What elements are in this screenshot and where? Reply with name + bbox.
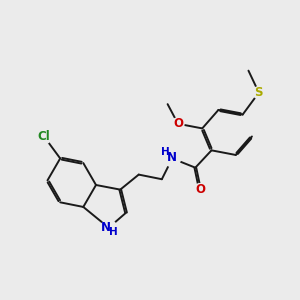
Text: Cl: Cl bbox=[38, 130, 50, 143]
Text: H: H bbox=[110, 227, 118, 237]
Circle shape bbox=[172, 118, 184, 130]
Circle shape bbox=[253, 87, 265, 99]
Circle shape bbox=[37, 129, 51, 144]
Circle shape bbox=[194, 184, 206, 196]
Text: O: O bbox=[173, 117, 183, 130]
Circle shape bbox=[164, 150, 181, 167]
Text: O: O bbox=[195, 183, 205, 196]
Text: N: N bbox=[167, 151, 177, 164]
Circle shape bbox=[101, 220, 117, 236]
Text: S: S bbox=[255, 86, 263, 99]
Text: N: N bbox=[101, 221, 111, 234]
Text: H: H bbox=[161, 147, 170, 157]
